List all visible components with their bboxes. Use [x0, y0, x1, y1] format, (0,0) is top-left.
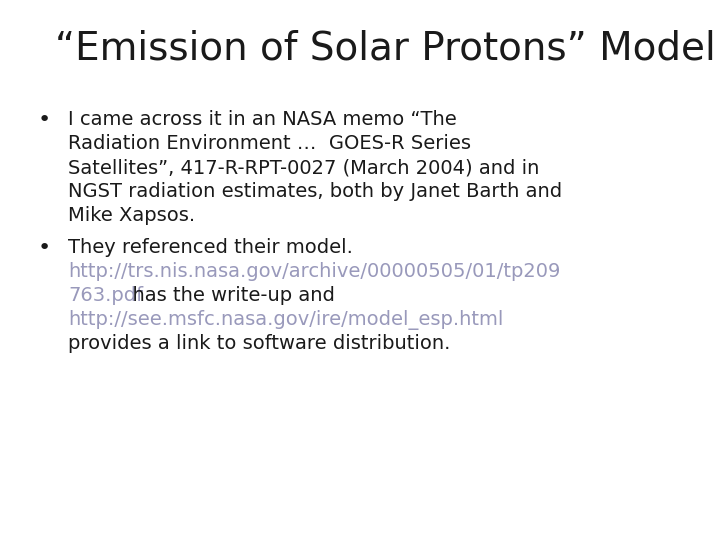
Text: NGST radiation estimates, both by Janet Barth and: NGST radiation estimates, both by Janet … — [68, 182, 562, 201]
Text: Radiation Environment …  GOES-R Series: Radiation Environment … GOES-R Series — [68, 134, 471, 153]
Text: •: • — [38, 238, 51, 258]
Text: I came across it in an NASA memo “The: I came across it in an NASA memo “The — [68, 110, 456, 129]
Text: has the write-up and: has the write-up and — [120, 286, 335, 305]
Text: provides a link to software distribution.: provides a link to software distribution… — [68, 334, 451, 353]
Text: “Emission of Solar Protons” Model: “Emission of Solar Protons” Model — [55, 30, 716, 68]
Text: •: • — [38, 110, 51, 130]
Text: Satellites”, 417-R-RPT-0027 (March 2004) and in: Satellites”, 417-R-RPT-0027 (March 2004)… — [68, 158, 539, 177]
Text: 763.pdf: 763.pdf — [68, 286, 143, 305]
Text: http://trs.nis.nasa.gov/archive/00000505/01/tp209: http://trs.nis.nasa.gov/archive/00000505… — [68, 262, 560, 281]
Text: They referenced their model.: They referenced their model. — [68, 238, 353, 257]
Text: http://see.msfc.nasa.gov/ire/model_esp.html: http://see.msfc.nasa.gov/ire/model_esp.h… — [68, 310, 503, 330]
Text: Mike Xapsos.: Mike Xapsos. — [68, 206, 195, 225]
